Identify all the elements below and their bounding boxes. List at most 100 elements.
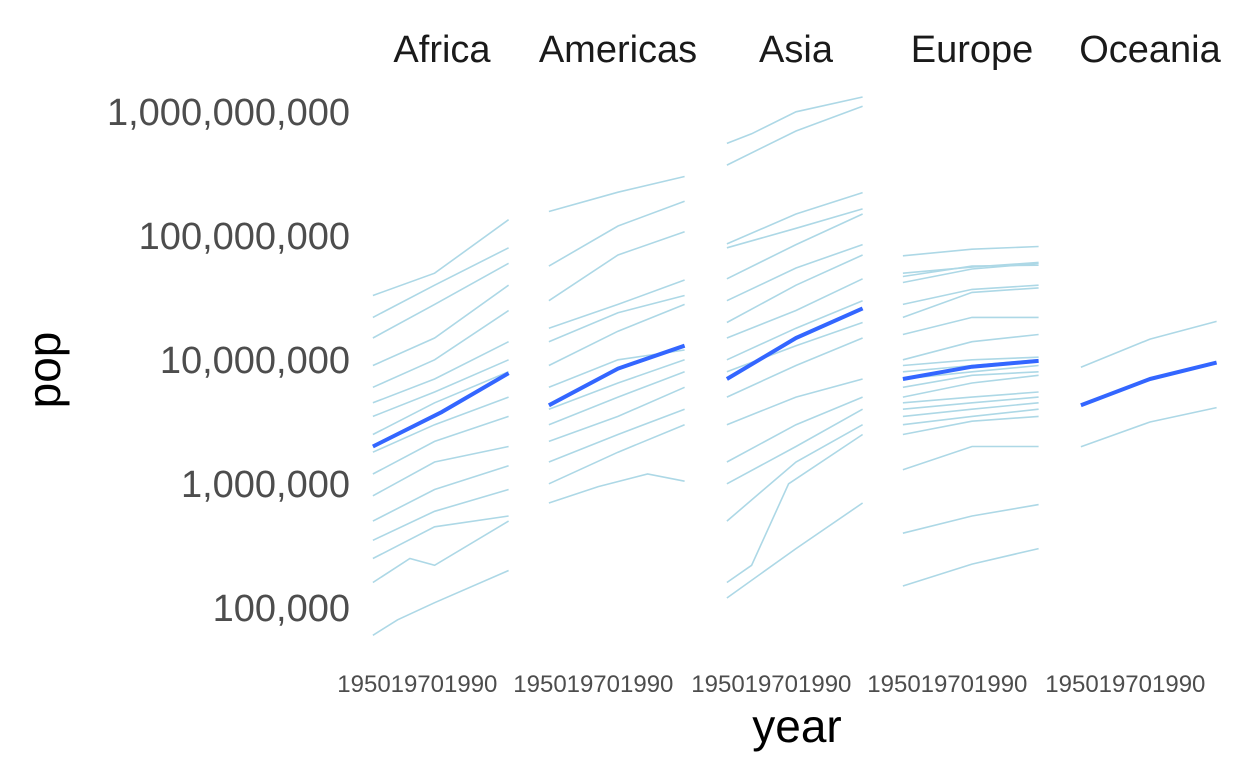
x-tick-label: 1990 bbox=[444, 671, 497, 698]
x-tick-label: 1990 bbox=[620, 671, 673, 698]
country-line bbox=[902, 333, 1039, 361]
facet-strip-label: Africa bbox=[393, 29, 491, 71]
facet-strip-label: Europe bbox=[911, 29, 1034, 71]
x-tick-label: 1950 bbox=[513, 671, 566, 698]
facet-panel: Americas 1950 1970 1990 bbox=[513, 29, 697, 698]
x-tick-label: 1950 bbox=[337, 671, 390, 698]
x-tick-label: 1990 bbox=[1152, 671, 1205, 698]
smooth-trend-line bbox=[1080, 360, 1218, 408]
country-line bbox=[726, 408, 863, 485]
country-line bbox=[372, 359, 509, 418]
x-tick-label: 1950 bbox=[867, 671, 920, 698]
x-tick-label: 1990 bbox=[974, 671, 1027, 698]
country-line bbox=[726, 213, 863, 280]
country-line bbox=[902, 415, 1039, 436]
x-tick-label: 1970 bbox=[391, 671, 444, 698]
facet-strip-label: Asia bbox=[759, 29, 834, 71]
country-line bbox=[726, 299, 863, 361]
country-line bbox=[902, 287, 1039, 319]
country-line bbox=[726, 243, 863, 302]
smooth-trend-line bbox=[902, 358, 1039, 381]
country-line bbox=[548, 175, 685, 213]
country-line bbox=[372, 445, 509, 497]
country-line bbox=[902, 547, 1039, 587]
x-axis-title: year bbox=[752, 700, 841, 752]
country-line bbox=[548, 423, 685, 485]
y-tick-label: 100,000,000 bbox=[139, 216, 350, 258]
x-tick-label: 1950 bbox=[691, 671, 744, 698]
country-line bbox=[548, 473, 685, 504]
country-line bbox=[902, 374, 1039, 398]
country-line bbox=[372, 219, 510, 297]
country-line bbox=[372, 262, 509, 339]
y-tick-label: 1,000,000 bbox=[181, 464, 350, 506]
x-tick-label: 1970 bbox=[921, 671, 974, 698]
country-line bbox=[902, 396, 1039, 410]
country-line bbox=[548, 279, 685, 329]
facet-strip-label: Oceania bbox=[1079, 29, 1221, 71]
country-line bbox=[372, 284, 510, 367]
country-line bbox=[372, 488, 509, 542]
country-line bbox=[726, 378, 863, 426]
country-line bbox=[726, 208, 863, 249]
y-tick-label: 100,000 bbox=[213, 588, 350, 630]
country-line bbox=[548, 371, 685, 426]
country-line bbox=[548, 200, 685, 267]
smooth-trend-line bbox=[372, 371, 510, 449]
country-line bbox=[902, 391, 1039, 404]
facet-panel: Europe 1950 1970 1990 bbox=[867, 29, 1039, 698]
country-line bbox=[726, 396, 863, 463]
country-line bbox=[372, 464, 509, 522]
smooth-trend-line bbox=[547, 343, 686, 408]
facet-panel: Oceania 1950 1970 1990 bbox=[1045, 29, 1221, 698]
country-line bbox=[902, 402, 1039, 418]
country-line bbox=[1080, 320, 1217, 369]
x-tick-label: 1950 bbox=[1045, 671, 1098, 698]
country-line bbox=[372, 247, 509, 319]
country-line bbox=[548, 386, 685, 443]
country-line bbox=[726, 502, 864, 599]
country-line bbox=[902, 316, 1039, 336]
facet-panel: Africa 1950 1970 1990 bbox=[337, 29, 510, 698]
facet-panel: Asia 1950 1970 1990 bbox=[691, 29, 864, 698]
y-axis-ticks: 100,000 1,000,000 10,000,000 100,000,000 1,0… bbox=[107, 92, 350, 630]
country-line bbox=[726, 105, 863, 166]
country-line bbox=[902, 408, 1039, 426]
country-line bbox=[372, 309, 510, 389]
country-line bbox=[372, 340, 509, 404]
facet-strip-label: Americas bbox=[539, 29, 697, 71]
country-line bbox=[726, 191, 863, 245]
country-line bbox=[372, 396, 509, 453]
x-tick-label: 1970 bbox=[1099, 671, 1152, 698]
country-line bbox=[902, 261, 1039, 274]
country-line bbox=[372, 569, 509, 636]
country-line bbox=[902, 245, 1039, 257]
country-line bbox=[902, 262, 1039, 284]
x-tick-label: 1990 bbox=[798, 671, 851, 698]
country-line bbox=[902, 503, 1039, 534]
country-line bbox=[372, 415, 509, 475]
country-line bbox=[548, 230, 685, 302]
country-line bbox=[726, 278, 863, 339]
y-tick-label: 10,000,000 bbox=[160, 340, 350, 382]
country-line bbox=[902, 284, 1039, 306]
country-line bbox=[1080, 406, 1217, 448]
country-line bbox=[372, 371, 509, 436]
country-line bbox=[548, 359, 685, 410]
country-line bbox=[726, 337, 863, 398]
country-line bbox=[548, 408, 685, 463]
country-line bbox=[902, 371, 1039, 389]
x-tick-label: 1970 bbox=[567, 671, 620, 698]
country-line bbox=[902, 445, 1039, 471]
country-line bbox=[548, 303, 685, 367]
country-line bbox=[726, 433, 864, 584]
smooth-trend-line bbox=[725, 306, 864, 381]
country-line bbox=[726, 254, 863, 324]
country-line bbox=[372, 515, 509, 560]
y-axis-title: pop bbox=[18, 332, 70, 409]
country-line bbox=[372, 520, 510, 584]
country-line bbox=[726, 424, 863, 522]
country-line bbox=[548, 294, 685, 343]
country-line bbox=[902, 356, 1039, 367]
